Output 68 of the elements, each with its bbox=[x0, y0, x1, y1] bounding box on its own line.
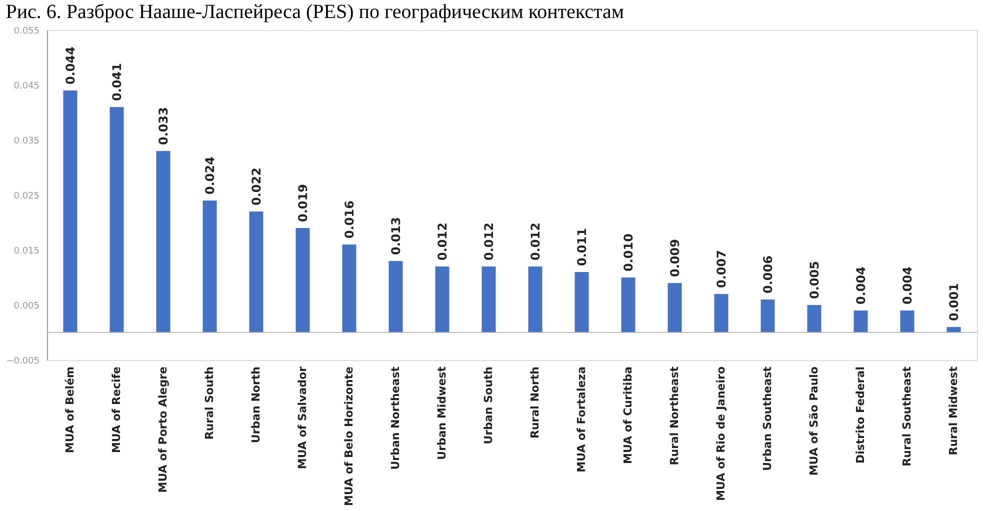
data-label: 0.005 bbox=[807, 261, 822, 299]
x-tick-label: MUA of Porto Alegre bbox=[156, 366, 170, 493]
y-tick-label: 0.035 bbox=[14, 136, 40, 146]
y-tick-label: −0.005 bbox=[6, 356, 40, 366]
data-label: 0.010 bbox=[621, 234, 636, 272]
data-label: 0.007 bbox=[714, 250, 728, 288]
bar bbox=[202, 200, 217, 332]
data-label: 0.006 bbox=[760, 256, 775, 294]
bar bbox=[388, 261, 403, 332]
bar bbox=[296, 228, 310, 332]
data-label: 0.024 bbox=[202, 156, 217, 194]
bar bbox=[249, 212, 264, 332]
x-tick-label: MUA of Belém bbox=[63, 366, 76, 454]
bar bbox=[63, 90, 78, 332]
data-label: 0.004 bbox=[900, 266, 914, 304]
y-tick-label: 0.015 bbox=[14, 246, 40, 256]
bar bbox=[854, 310, 868, 332]
x-tick-label: Urban Northeast bbox=[388, 366, 402, 470]
x-tick-label: Rural South bbox=[202, 366, 216, 440]
x-tick-label: MUA of Belo Horizonte bbox=[342, 366, 356, 506]
data-label: 0.033 bbox=[156, 107, 170, 145]
x-tick-label: Urban Southeast bbox=[760, 366, 774, 471]
x-tick-label: Urban North bbox=[249, 366, 262, 444]
bar bbox=[900, 310, 914, 332]
bar bbox=[156, 151, 170, 332]
chart-title: Рис. 6. Разброс Нааше-Ласпейреса (PES) по географическим контекстам bbox=[6, 1, 624, 23]
x-tick-label: Rural Southeast bbox=[900, 366, 914, 466]
x-tick-label: MUA of São Paulo bbox=[807, 366, 820, 476]
data-label: 0.011 bbox=[574, 228, 589, 266]
x-tick-label: Rural North bbox=[528, 366, 542, 439]
y-tick-label: 0.025 bbox=[14, 192, 40, 202]
bar bbox=[760, 300, 775, 332]
x-tick-label: Rural Midwest bbox=[946, 366, 960, 456]
bar bbox=[110, 107, 124, 332]
x-tick-label: MUA of Recife bbox=[110, 366, 123, 454]
x-tick-label: MUA of Fortaleza bbox=[574, 366, 588, 472]
x-tick-label: Distrito Federal bbox=[854, 366, 867, 464]
data-label: 0.004 bbox=[854, 266, 868, 304]
bar bbox=[574, 272, 589, 332]
data-label: 0.012 bbox=[435, 222, 450, 260]
bar bbox=[435, 266, 450, 332]
bar bbox=[621, 278, 636, 332]
data-label: 0.041 bbox=[110, 63, 124, 101]
bar bbox=[807, 305, 822, 332]
data-label: 0.009 bbox=[668, 239, 682, 277]
bar bbox=[528, 266, 542, 332]
data-label: 0.022 bbox=[249, 168, 264, 206]
data-label: 0.019 bbox=[296, 184, 310, 222]
x-tick-label: Rural Northeast bbox=[668, 366, 681, 466]
data-label: 0.013 bbox=[388, 217, 403, 255]
x-tick-label: MUA of Salvador bbox=[296, 366, 309, 470]
bar bbox=[714, 294, 728, 332]
y-tick-label: 0.055 bbox=[14, 26, 40, 36]
x-tick-label: Urban Midwest bbox=[435, 366, 448, 460]
x-tick-label: MUA of Rio de Janeiro bbox=[714, 366, 728, 501]
data-label: 0.001 bbox=[946, 283, 961, 321]
y-tick-label: 0.005 bbox=[14, 302, 40, 312]
data-label: 0.016 bbox=[342, 200, 356, 238]
bar bbox=[668, 283, 682, 332]
data-label: 0.012 bbox=[528, 222, 542, 260]
x-tick-label: Urban South bbox=[482, 366, 495, 444]
y-tick-label: 0.045 bbox=[14, 82, 40, 92]
bar bbox=[946, 327, 961, 332]
bar bbox=[342, 244, 356, 332]
x-tick-label: MUA of Curitiba bbox=[621, 366, 634, 464]
data-label: 0.012 bbox=[482, 222, 496, 260]
bar bbox=[482, 266, 496, 332]
data-label: 0.044 bbox=[63, 46, 78, 84]
